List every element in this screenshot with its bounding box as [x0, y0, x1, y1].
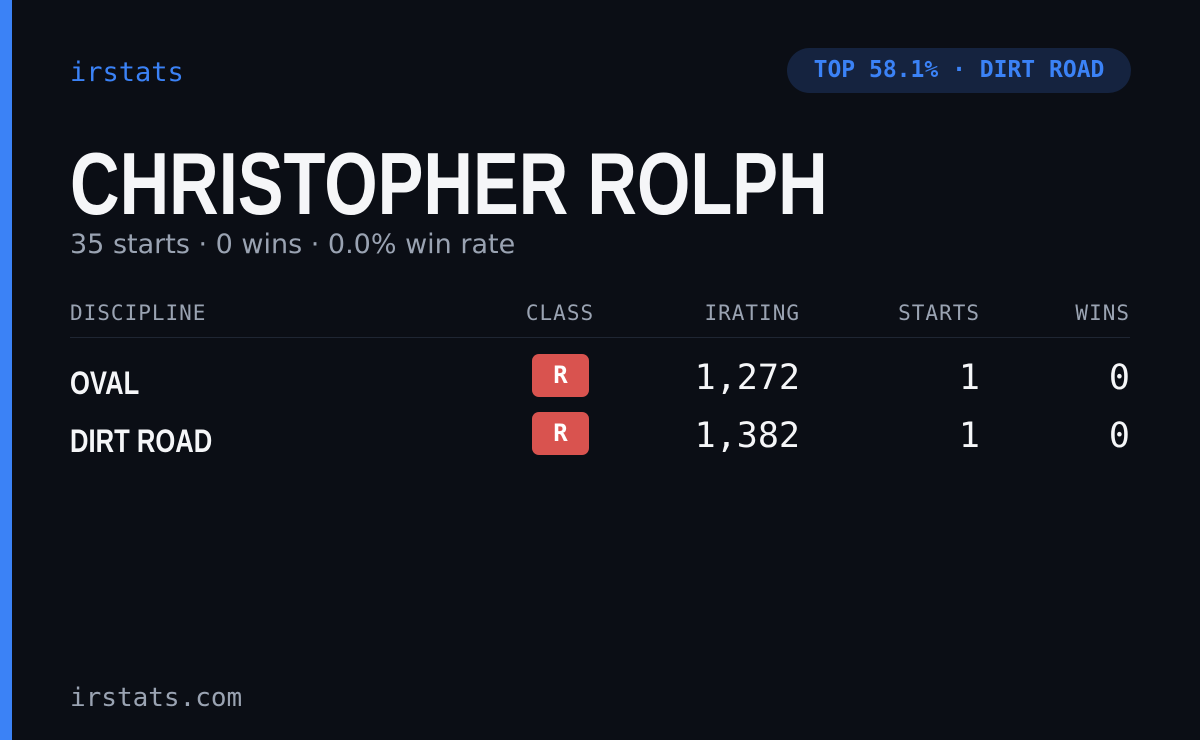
column-header: IRATING: [704, 301, 800, 325]
class-badge: R: [532, 412, 589, 455]
driver-name: CHRISTOPHER ROLPH: [70, 134, 828, 233]
column-header: WINS: [1075, 301, 1130, 325]
accent-bar: [0, 0, 12, 740]
footer: irstats.com: [70, 683, 243, 713]
class-badge: R: [532, 354, 589, 397]
divider: [70, 337, 1130, 338]
discipline: DIRT ROAD: [70, 423, 213, 459]
wins: 0: [1108, 416, 1130, 456]
irating: 1,272: [694, 358, 800, 398]
irating: 1,382: [694, 416, 800, 456]
starts: 1: [958, 416, 980, 456]
badge: TOP 58.1% · DIRT ROAD: [787, 48, 1131, 93]
discipline: OVAL: [70, 365, 140, 401]
wins: 0: [1108, 358, 1130, 398]
column-header: CLASS: [525, 301, 595, 325]
brand: irstats: [70, 57, 184, 88]
starts: 1: [958, 358, 980, 398]
column-header: STARTS: [898, 301, 980, 325]
column-header: DISCIPLINE: [70, 301, 207, 325]
summary: 35 starts · 0 wins · 0.0% win rate: [70, 229, 516, 260]
